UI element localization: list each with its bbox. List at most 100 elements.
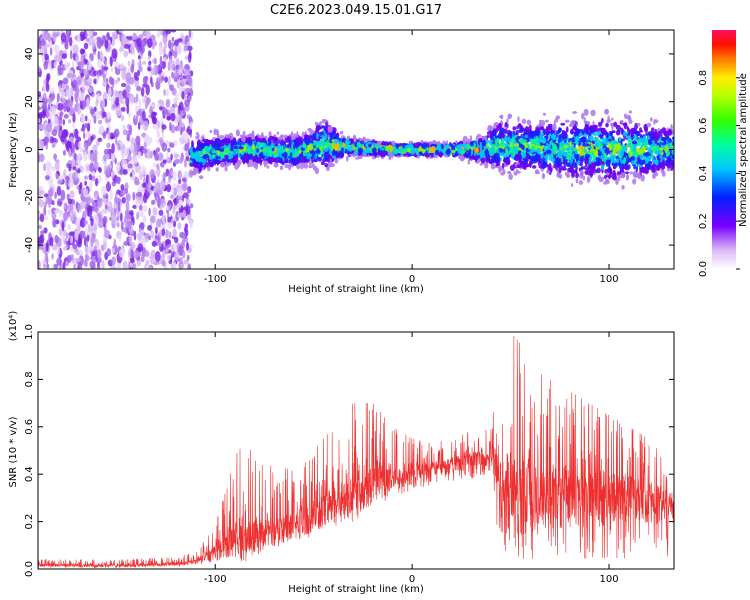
noise-point <box>118 248 125 258</box>
noise-point <box>106 32 110 39</box>
signal-point <box>284 163 290 169</box>
signal-point <box>515 129 519 136</box>
noise-point <box>54 234 59 244</box>
noise-point <box>188 78 193 86</box>
noise-point <box>184 223 189 229</box>
noise-point <box>62 149 66 156</box>
noise-point <box>38 185 44 191</box>
noise-point <box>103 148 110 155</box>
noise-point <box>41 97 45 104</box>
signal-point <box>578 180 584 186</box>
noise-point <box>140 86 145 97</box>
noise-point <box>116 176 121 185</box>
noise-point <box>121 82 127 88</box>
noise-point <box>173 159 180 164</box>
noise-point <box>79 92 85 102</box>
noise-point <box>53 209 59 214</box>
noise-point <box>130 258 135 264</box>
noise-point <box>145 30 151 39</box>
noise-point <box>138 33 144 40</box>
noise-point <box>128 35 133 41</box>
noise-point <box>84 220 88 225</box>
signal-point <box>526 119 532 126</box>
noise-point <box>95 113 102 120</box>
noise-point <box>116 189 121 195</box>
noise-point <box>54 138 59 144</box>
noise-point <box>184 135 189 144</box>
noise-point <box>117 111 122 116</box>
noise-point <box>62 211 69 222</box>
noise-point <box>84 115 88 122</box>
noise-point <box>174 153 180 159</box>
noise-point <box>185 151 189 157</box>
noise-point <box>42 83 47 93</box>
noise-point <box>136 85 142 92</box>
noise-point <box>173 72 179 79</box>
noise-point <box>74 257 81 263</box>
signal-point <box>561 156 564 163</box>
noise-point <box>121 197 126 204</box>
noise-point <box>178 68 182 76</box>
noise-point <box>176 79 181 89</box>
noise-point <box>181 90 185 100</box>
noise-point <box>85 196 92 205</box>
signal-point <box>565 126 569 133</box>
noise-point <box>138 98 142 109</box>
noise-point <box>68 231 75 236</box>
signal-point <box>219 134 225 139</box>
noise-point <box>166 254 171 262</box>
signal-point <box>656 155 660 159</box>
noise-point <box>128 144 135 152</box>
noise-point <box>40 230 45 235</box>
signal-point <box>490 126 494 130</box>
noise-point <box>43 163 46 172</box>
noise-point <box>150 230 154 239</box>
noise-point <box>72 79 77 88</box>
signal-point <box>206 166 211 172</box>
signal-point <box>628 110 632 114</box>
noise-point <box>151 111 156 121</box>
noise-point <box>161 228 166 237</box>
noise-point <box>137 191 143 198</box>
noise-point <box>160 198 167 208</box>
noise-point <box>46 74 50 84</box>
noise-point <box>101 64 104 75</box>
signal-point <box>277 136 283 140</box>
signal-point <box>622 122 628 126</box>
signal-point <box>236 131 240 137</box>
noise-point <box>66 193 70 201</box>
noise-point <box>81 79 85 91</box>
noise-point <box>89 162 95 173</box>
noise-point <box>88 57 92 67</box>
noise-point <box>104 229 110 239</box>
noise-point <box>189 121 193 130</box>
noise-point <box>161 259 166 267</box>
noise-point <box>179 263 185 269</box>
noise-point <box>176 45 182 55</box>
noise-point <box>49 236 54 247</box>
noise-point <box>185 241 190 251</box>
noise-point <box>167 147 171 153</box>
noise-point <box>43 227 48 234</box>
noise-point <box>83 142 88 149</box>
signal-point <box>312 165 317 171</box>
noise-point <box>147 225 152 231</box>
signal-point <box>502 169 506 174</box>
noise-point <box>45 241 49 253</box>
noise-point <box>129 94 135 103</box>
noise-point <box>118 93 122 103</box>
noise-point <box>182 209 187 220</box>
noise-point <box>38 153 45 163</box>
noise-point <box>165 248 169 253</box>
signal-point <box>276 131 280 135</box>
noise-point <box>83 58 88 65</box>
noise-point <box>135 93 139 103</box>
noise-point <box>126 134 130 142</box>
signal-point <box>507 113 511 120</box>
noise-point <box>47 209 51 216</box>
noise-point <box>129 209 134 216</box>
signal-point <box>623 131 628 137</box>
noise-point <box>133 157 138 165</box>
noise-point <box>154 226 158 235</box>
noise-point <box>102 72 106 83</box>
